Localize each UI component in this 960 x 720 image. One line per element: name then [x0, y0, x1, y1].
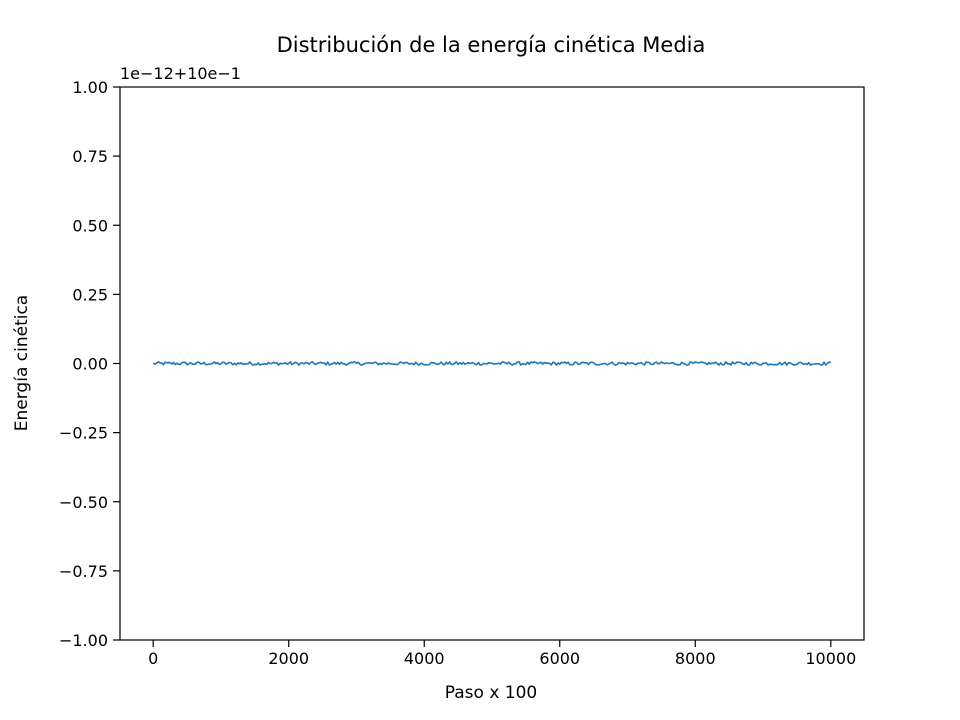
x-tick-label: 8000 [675, 649, 716, 668]
y-tick-label: −0.50 [59, 493, 108, 512]
y-axis-label: Energía cinética [12, 295, 32, 431]
y-axis-offset-label: 1e−12+10e−1 [120, 64, 241, 83]
y-tick-label: 0.00 [72, 355, 108, 374]
y-axis-ticks: 1.00 0.75 0.50 0.25 0.00 −0.25 −0.50 −0.75 −1.00 [59, 78, 120, 650]
chart-title: Distribución de la energía cinética Medi… [277, 33, 706, 57]
y-tick-label: 0.75 [72, 147, 108, 166]
series-line [152, 361, 832, 366]
y-tick-label: 1.00 [72, 78, 108, 97]
x-tick-label: 2000 [268, 649, 309, 668]
x-tick-label: 4000 [404, 649, 445, 668]
x-tick-label: 0 [148, 649, 158, 668]
y-tick-label: 0.50 [72, 216, 108, 235]
y-tick-label: −0.25 [59, 424, 108, 443]
x-axis-label: Paso x 100 [445, 683, 537, 703]
series-layer [152, 361, 832, 366]
x-axis-ticks: 0 2000 4000 6000 8000 10000 [148, 640, 856, 668]
plot-area [119, 86, 865, 641]
x-tick-label: 10000 [805, 649, 856, 668]
y-tick-label: 0.25 [72, 285, 108, 304]
y-tick-label: −0.75 [59, 562, 108, 581]
x-tick-label: 6000 [539, 649, 580, 668]
y-tick-label: −1.00 [59, 631, 108, 650]
